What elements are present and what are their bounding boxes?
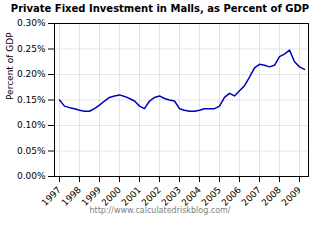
svg-text:2005: 2005 <box>200 185 223 206</box>
svg-text:2002: 2002 <box>140 185 163 206</box>
svg-text:2007: 2007 <box>240 185 263 206</box>
svg-text:0.20%: 0.20% <box>17 69 46 79</box>
svg-text:2003: 2003 <box>160 185 183 206</box>
svg-text:2006: 2006 <box>220 185 243 206</box>
svg-text:0.30%: 0.30% <box>17 18 46 28</box>
html-text:http://www.calculatedriskblog.: http://www.calculatedriskblog.com/ <box>89 206 231 215</box>
svg-text:0.00%: 0.00% <box>17 171 46 181</box>
svg-text:0.05%: 0.05% <box>17 146 46 156</box>
svg-text:2004: 2004 <box>180 185 203 206</box>
svg-text:0.10%: 0.10% <box>17 120 46 130</box>
svg-text:0.25%: 0.25% <box>17 44 46 54</box>
svg-text:0.15%: 0.15% <box>17 95 46 105</box>
svg-text:2001: 2001 <box>120 185 143 206</box>
svg-text:2008: 2008 <box>260 185 283 206</box>
html-text:Private Fixed Investment in Ma: Private Fixed Investment in Malls, as Pe… <box>10 3 310 14</box>
svg-text:2000: 2000 <box>100 185 123 206</box>
svg-text:1999: 1999 <box>80 185 103 206</box>
svg-text:2009: 2009 <box>280 185 303 206</box>
svg-text:Percent of GDP: Percent of GDP <box>5 32 15 100</box>
svg-text:1998: 1998 <box>60 185 83 206</box>
svg-text:1997: 1997 <box>40 185 63 206</box>
